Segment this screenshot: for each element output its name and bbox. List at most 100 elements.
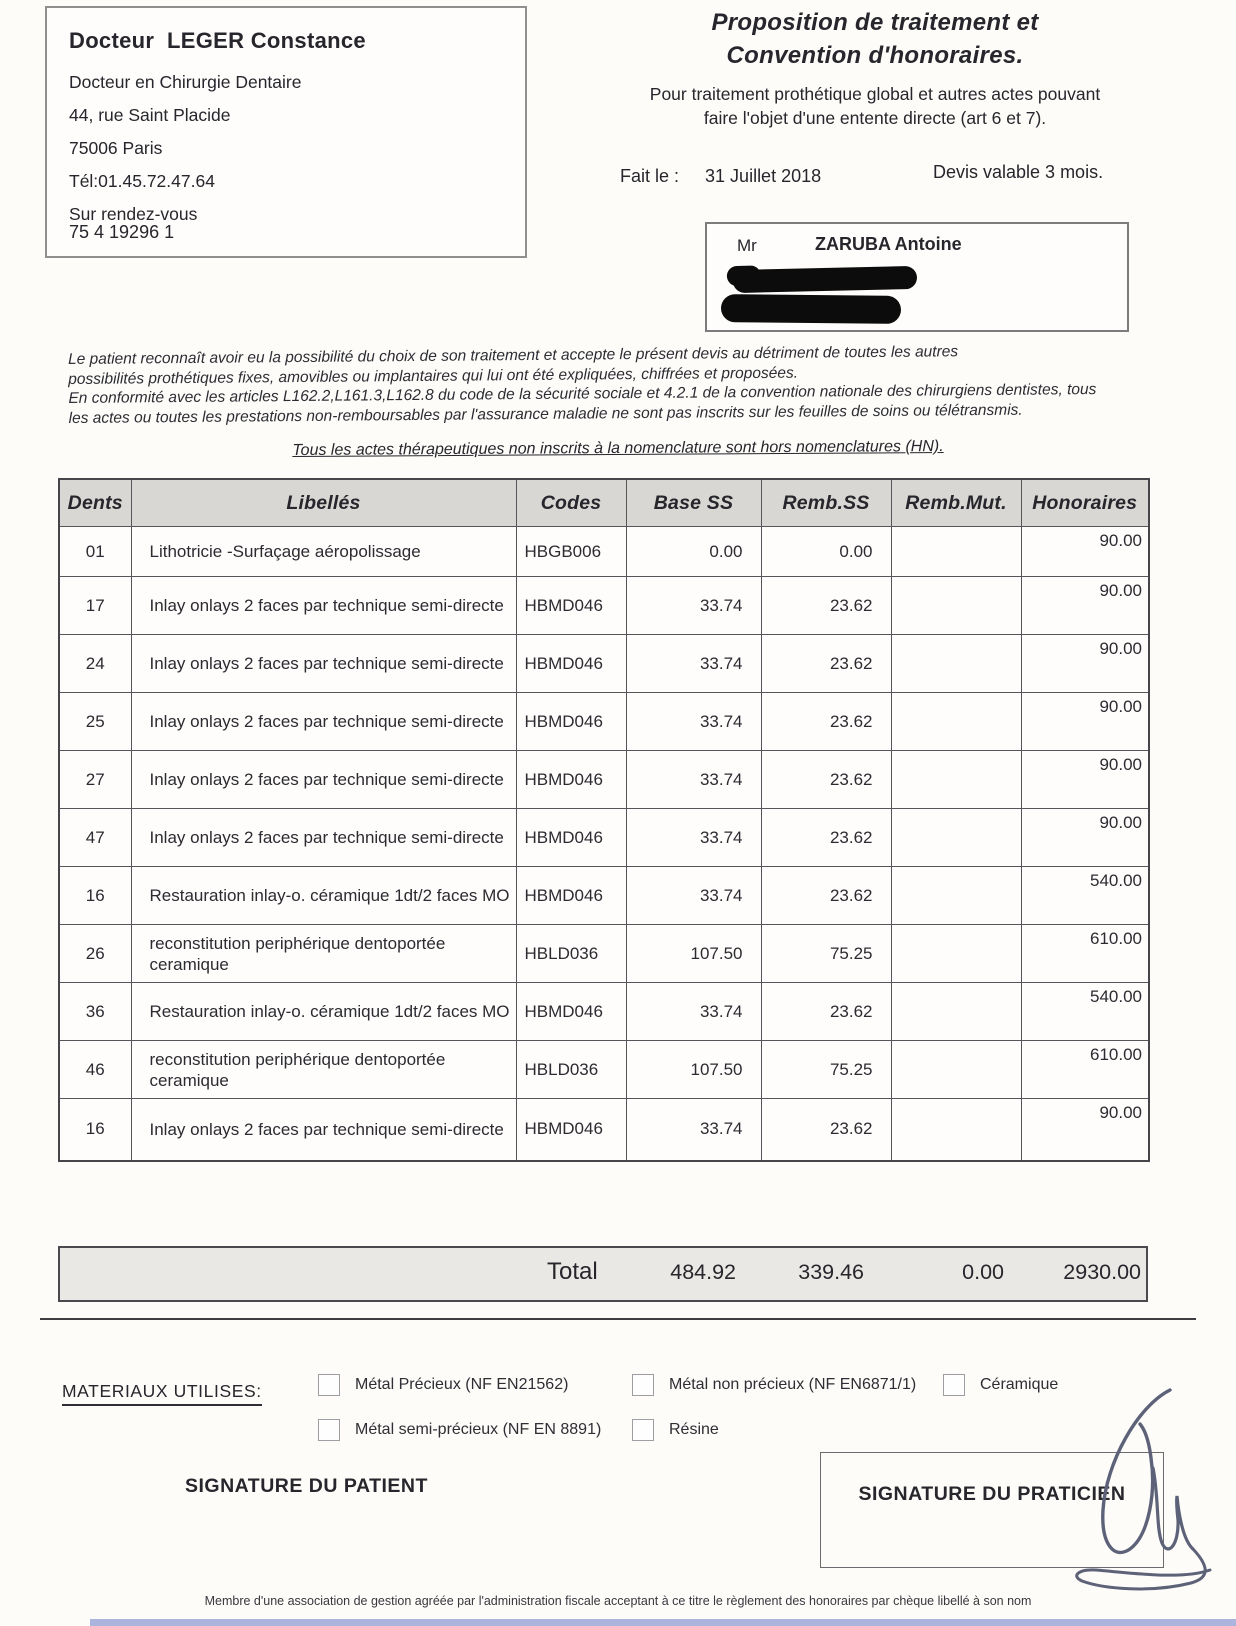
redaction-bar: [732, 265, 918, 294]
date-label: Fait le :: [620, 166, 680, 186]
cell-libelle: Inlay onlays 2 faces par technique semi-…: [130, 634, 517, 693]
col-header-dents: Dents: [58, 478, 132, 527]
cell-dents: 47: [58, 808, 132, 867]
cell-libelle: reconstitution periphérique dentoportée …: [130, 1040, 517, 1099]
cell-honoraires: 90.00: [1020, 750, 1150, 809]
legal-notice: Le patient reconnaît avoir eu la possibi…: [68, 340, 1194, 428]
col-header-codes: Codes: [515, 478, 627, 527]
date-line: Fait le : 31 Juillet 2018: [620, 166, 821, 187]
material-option-resine: Résine: [632, 1419, 719, 1441]
material-option-ceramique: Céramique: [943, 1374, 1058, 1396]
doctor-info-box: Docteur LEGER Constance Docteur en Chiru…: [45, 6, 527, 258]
material-label: Métal semi-précieux (NF EN 8891): [355, 1421, 602, 1438]
cell-dents: 16: [58, 866, 132, 925]
cell-libelle: Restauration inlay-o. céramique 1dt/2 fa…: [130, 982, 517, 1041]
checkbox-resine[interactable]: [632, 1419, 654, 1441]
total-base-ss: 484.92: [670, 1260, 736, 1284]
cell-base-ss: 33.74: [625, 692, 762, 751]
cell-code: HBMD046: [515, 808, 627, 867]
cell-base-ss: 33.74: [625, 576, 762, 635]
cell-honoraires: 610.00: [1020, 924, 1150, 983]
col-header-libelles: Libellés: [130, 478, 517, 527]
treatment-table-row: 36 Restauration inlay-o. céramique 1dt/2 …: [58, 982, 1150, 1041]
cell-dents: 46: [58, 1040, 132, 1099]
cell-honoraires: 610.00: [1020, 1040, 1150, 1099]
document-subtitle: Pour traitement prothétique global et au…: [600, 82, 1150, 130]
checkbox-metal-non-precieux[interactable]: [632, 1374, 654, 1396]
quote-validity: Devis valable 3 mois.: [933, 162, 1104, 182]
materials-section-label: MATERIAUX UTILISES:: [62, 1381, 262, 1406]
cell-honoraires: 540.00: [1020, 866, 1150, 925]
document-title-line2: Convention d'honoraires.: [726, 42, 1024, 69]
patient-info-box: Mr ZARUBA Antoine: [705, 222, 1129, 332]
col-header-remb-mut: Remb.Mut.: [890, 478, 1022, 527]
cell-base-ss: 107.50: [625, 924, 762, 983]
cell-honoraires: 90.00: [1020, 576, 1150, 635]
cell-libelle: Restauration inlay-o. céramique 1dt/2 fa…: [130, 866, 517, 925]
cell-remb-ss: 23.62: [760, 982, 892, 1041]
checkbox-metal-semi-precieux[interactable]: [318, 1419, 340, 1441]
total-label: Total: [547, 1258, 598, 1285]
cell-dents: 36: [58, 982, 132, 1041]
col-header-honoraires: Honoraires: [1020, 478, 1150, 527]
cell-remb-ss: 23.62: [760, 576, 892, 635]
material-label: Métal non précieux (NF EN6871/1): [669, 1376, 917, 1393]
practitioner-signature-ink: [1075, 1388, 1212, 1591]
cell-remb-ss: 23.62: [760, 866, 892, 925]
cell-remb-mut: [890, 750, 1022, 809]
nomenclature-note: Tous les actes thérapeutiques non inscri…: [292, 438, 944, 459]
treatment-table-row: 01 Lithotricie -Surfaçage aéropolissage HB…: [58, 526, 1150, 577]
total-remb-ss: 339.46: [798, 1260, 864, 1284]
table-header-row: Dents Libellés Codes Base SS Remb.SS Rem…: [58, 478, 1150, 527]
checkbox-ceramique[interactable]: [943, 1374, 965, 1396]
cell-dents: 26: [58, 924, 132, 983]
cell-honoraires: 90.00: [1020, 692, 1150, 751]
cell-honoraires: 90.00: [1020, 1098, 1150, 1161]
treatment-table-row: 27 Inlay onlays 2 faces par technique sem…: [58, 750, 1150, 809]
cell-code: HBMD046: [515, 634, 627, 693]
doctor-address-street: 44, rue Saint Placide: [69, 105, 231, 125]
material-option-metal-semi-precieux: Métal semi-précieux (NF EN 8891): [318, 1419, 601, 1441]
checkbox-metal-precieux[interactable]: [318, 1374, 340, 1396]
cell-code: HBLD036: [515, 1040, 627, 1099]
footer-association-note: Membre d'une association de gestion agré…: [204, 1594, 1032, 1608]
col-header-remb-ss: Remb.SS: [760, 478, 892, 527]
cell-dents: 16: [58, 1098, 132, 1161]
cell-base-ss: 33.74: [625, 634, 762, 693]
cell-remb-mut: [890, 1040, 1022, 1099]
cell-code: HBMD046: [515, 750, 627, 809]
cell-remb-ss: 23.62: [760, 750, 892, 809]
cell-remb-mut: [890, 924, 1022, 983]
date-value: 31 Juillet 2018: [705, 166, 822, 186]
cell-honoraires: 90.00: [1020, 808, 1150, 867]
cell-remb-mut: [890, 1098, 1022, 1161]
cell-base-ss: 33.74: [625, 866, 762, 925]
treatment-table-row: 47 Inlay onlays 2 faces par technique sem…: [58, 808, 1150, 867]
total-remb-mut: 0.00: [962, 1260, 1004, 1284]
treatment-table-row: 46 reconstitution periphérique dentoporté…: [58, 1040, 1150, 1099]
material-label: Céramique: [980, 1376, 1059, 1393]
practitioner-signature-box: SIGNATURE DU PRATICIEN: [820, 1452, 1164, 1568]
doctor-specialty: Docteur en Chirurgie Dentaire: [69, 72, 302, 92]
material-option-metal-precieux: Métal Précieux (NF EN21562): [318, 1374, 568, 1396]
patient-signature-label: SIGNATURE DU PATIENT: [185, 1475, 428, 1497]
cell-base-ss: 0.00: [625, 526, 762, 577]
cell-base-ss: 33.74: [625, 1098, 762, 1161]
treatment-table-row: 25 Inlay onlays 2 faces par technique sem…: [58, 692, 1150, 751]
document-title: Proposition de traitement et Convention …: [600, 6, 1150, 72]
patient-name: ZARUBA Antoine: [815, 234, 962, 254]
doctor-phone: Tél:01.45.72.47.64: [69, 171, 215, 191]
cell-remb-mut: [890, 808, 1022, 867]
material-label: Résine: [669, 1421, 719, 1438]
cell-code: HBMD046: [515, 692, 627, 751]
patient-civility: Mr: [737, 236, 757, 255]
bottom-scan-bar: [90, 1619, 1236, 1626]
cell-code: HBMD046: [515, 576, 627, 635]
cell-code: HBLD036: [515, 924, 627, 983]
treatment-table-row: 16 Restauration inlay-o. céramique 1dt/2 …: [58, 866, 1150, 925]
cell-libelle: Inlay onlays 2 faces par technique semi-…: [130, 576, 517, 635]
treatment-table-row: 17 Inlay onlays 2 faces par technique sem…: [58, 576, 1150, 635]
doctor-address-city: 75006 Paris: [69, 138, 163, 158]
cell-dents: 01: [58, 526, 132, 577]
